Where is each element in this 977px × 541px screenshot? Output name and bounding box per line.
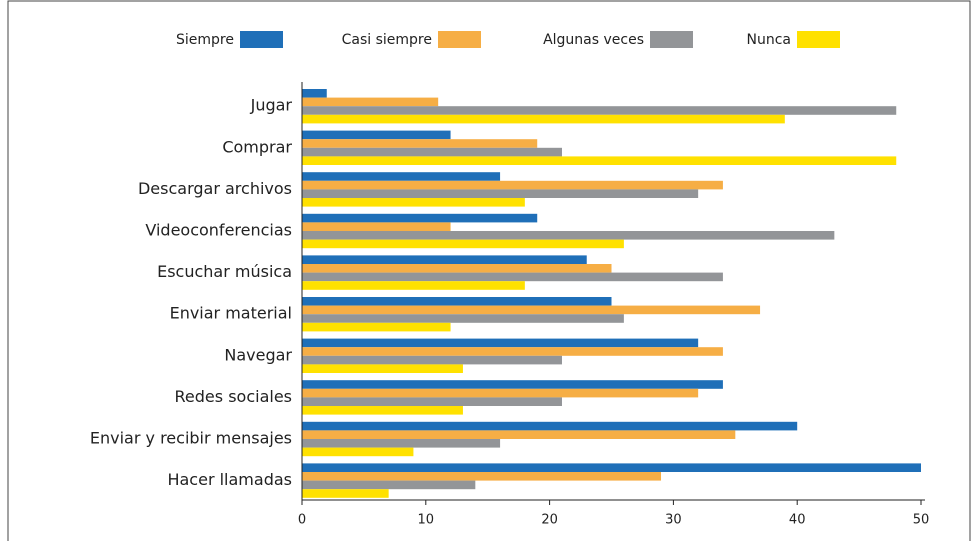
bar [302,180,723,190]
x-tick-label: 10 [418,513,435,528]
y-tick-label: Videoconferencias [145,221,292,240]
bar [302,480,476,490]
y-tick-label: Jugar [250,96,293,115]
x-tick-label: 0 [298,513,306,528]
bar [302,364,463,373]
bar [302,380,723,389]
x-tick-label: 40 [789,513,806,528]
bar [302,239,624,249]
bar [302,305,761,315]
legend-swatch [438,31,481,48]
bar [302,222,451,231]
bar [302,463,921,472]
bar [302,172,501,181]
bar [302,322,451,332]
bar [302,106,897,115]
bar [302,314,624,323]
bar [302,355,562,365]
frame [7,0,971,541]
bar [302,447,414,457]
bar [302,213,538,223]
bar [302,472,662,481]
bar [302,89,327,98]
y-tick-label: Navegar [224,345,292,364]
bar [302,397,562,406]
legend-label: Algunas veces [543,32,644,48]
bar [302,388,699,398]
bar [302,156,897,165]
x-tick-label: 20 [541,513,558,528]
y-tick-label: Hacer llamadas [167,470,292,489]
bar [302,97,439,107]
bar [302,147,562,157]
bar [302,347,723,356]
bar [302,421,798,431]
bar [302,198,525,207]
bar [302,430,736,439]
legend-swatch [797,31,840,48]
legend-label: Siempre [176,32,234,48]
y-tick-label: Enviar material [170,304,292,323]
legend-label: Casi siempre [342,32,432,48]
legend-swatch [240,31,283,48]
bar [302,255,587,264]
y-tick-label: Comprar [222,137,292,156]
bar [302,139,538,148]
y-tick-label: Escuchar música [157,262,292,281]
bar [302,114,785,124]
y-tick-label: Descargar archivos [138,179,292,198]
bar [302,231,835,240]
bar [302,281,525,290]
x-tick-label: 30 [665,513,682,528]
legend-swatch [650,31,693,48]
y-tick-label: Redes sociales [175,387,292,406]
bar [302,489,389,498]
bar [302,272,723,282]
y-tick-label: Enviar y recibir mensajes [90,429,292,448]
bar [302,338,699,348]
bar [302,189,699,198]
legend-label: Nunca [747,32,792,48]
bar [302,406,463,415]
bar [302,130,451,140]
x-tick-label: 50 [913,513,930,528]
bar [302,297,612,306]
bar [302,439,501,448]
bar [302,264,612,273]
